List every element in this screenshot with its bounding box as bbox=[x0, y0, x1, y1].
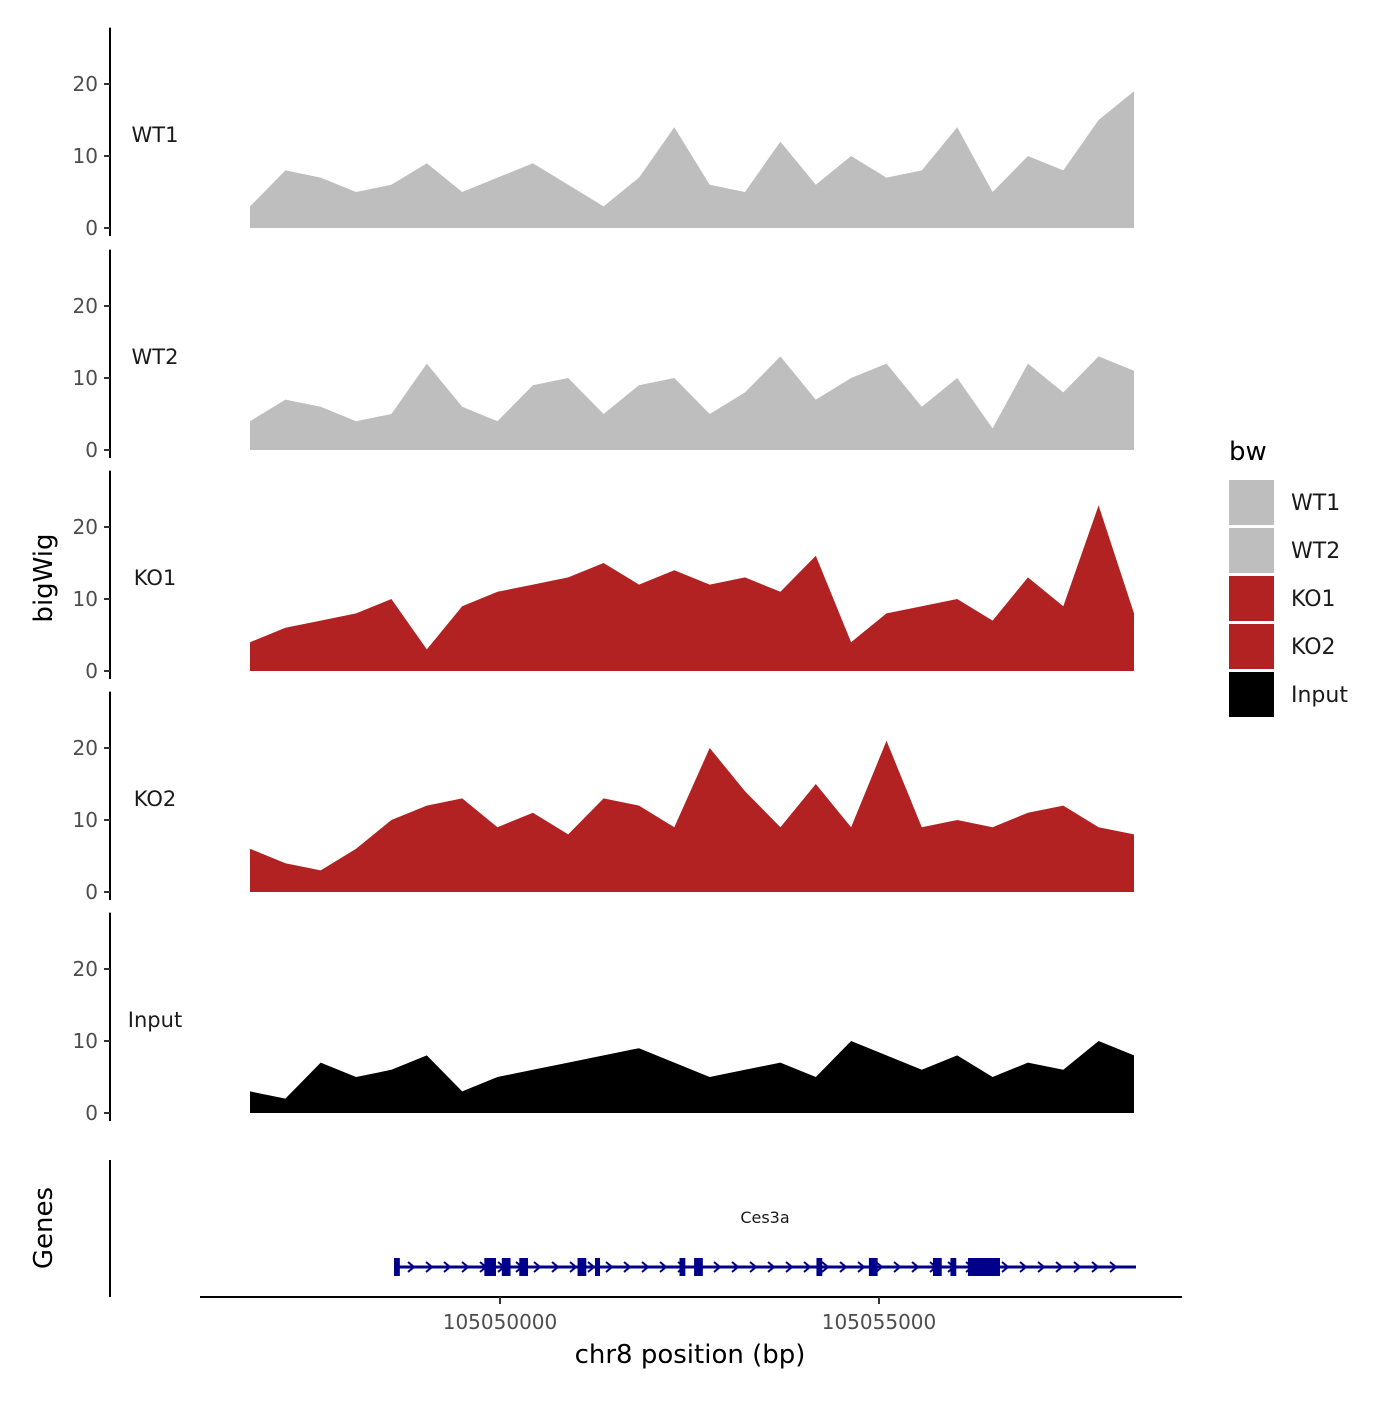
strand-arrow bbox=[443, 1261, 452, 1273]
gene-exon bbox=[394, 1258, 400, 1276]
genes-track-title: Genes bbox=[29, 1187, 59, 1269]
series-area-ko1 bbox=[250, 505, 1134, 671]
strand-arrow bbox=[821, 1261, 830, 1273]
strand-arrow bbox=[857, 1261, 866, 1273]
strand-arrow bbox=[803, 1261, 812, 1273]
strand-arrow bbox=[533, 1261, 542, 1273]
y-axis-title: bigWig bbox=[29, 533, 59, 622]
y-tick-label: 20 bbox=[73, 957, 98, 981]
strand-arrow bbox=[875, 1261, 884, 1273]
gene-exon bbox=[519, 1258, 529, 1276]
strand-arrow bbox=[659, 1261, 668, 1273]
y-tick-label: 10 bbox=[73, 366, 98, 390]
gene-exon bbox=[484, 1258, 496, 1276]
y-tick-label: 0 bbox=[85, 880, 98, 904]
strand-arrow bbox=[641, 1261, 650, 1273]
gene-exon bbox=[694, 1258, 703, 1276]
y-tick-label: 20 bbox=[73, 72, 98, 96]
strand-arrow bbox=[623, 1261, 632, 1273]
strand-arrow bbox=[569, 1261, 578, 1273]
legend-key-ko2 bbox=[1229, 624, 1274, 669]
gene-exon bbox=[868, 1258, 878, 1276]
track-label-wt2: WT2 bbox=[132, 345, 179, 369]
strand-arrow bbox=[1109, 1261, 1118, 1273]
strand-arrow bbox=[1091, 1261, 1100, 1273]
legend-key-input bbox=[1229, 672, 1274, 717]
y-tick-label: 0 bbox=[85, 438, 98, 462]
gene-exon bbox=[679, 1258, 686, 1276]
x-tick-label: 105055000 bbox=[822, 1310, 937, 1334]
strand-arrow bbox=[713, 1261, 722, 1273]
series-area-wt2 bbox=[250, 356, 1134, 450]
y-tick-label: 20 bbox=[73, 294, 98, 318]
y-tick-label: 10 bbox=[73, 1029, 98, 1053]
x-axis-title: chr8 position (bp) bbox=[575, 1340, 806, 1370]
legend-label-ko1: KO1 bbox=[1291, 587, 1336, 612]
strand-arrow bbox=[1037, 1261, 1046, 1273]
strand-arrow bbox=[731, 1261, 740, 1273]
strand-arrow bbox=[1073, 1261, 1082, 1273]
gene-exon bbox=[816, 1258, 823, 1276]
strand-arrow bbox=[911, 1261, 920, 1273]
y-tick-label: 0 bbox=[85, 1101, 98, 1125]
gene-exon bbox=[577, 1258, 587, 1276]
legend-label-ko2: KO2 bbox=[1291, 635, 1336, 660]
y-tick-label: 10 bbox=[73, 808, 98, 832]
track-label-ko2: KO2 bbox=[134, 787, 177, 811]
strand-arrow bbox=[1055, 1261, 1064, 1273]
strand-arrow bbox=[893, 1261, 902, 1273]
y-tick-label: 0 bbox=[85, 216, 98, 240]
track-label-input: Input bbox=[128, 1008, 182, 1032]
y-tick-label: 0 bbox=[85, 659, 98, 683]
strand-arrow bbox=[551, 1261, 560, 1273]
y-tick-label: 10 bbox=[73, 144, 98, 168]
legend-key-wt2 bbox=[1229, 528, 1274, 573]
strand-arrow bbox=[785, 1261, 794, 1273]
gene-exon bbox=[932, 1258, 942, 1276]
legend-title: bw bbox=[1229, 437, 1267, 467]
legend-label-wt2: WT2 bbox=[1291, 539, 1340, 564]
strand-arrow bbox=[839, 1261, 848, 1273]
track-label-ko1: KO1 bbox=[134, 566, 177, 590]
strand-arrow bbox=[461, 1261, 470, 1273]
strand-arrow bbox=[605, 1261, 614, 1273]
gene-label: Ces3a bbox=[740, 1208, 789, 1227]
strand-arrow bbox=[407, 1261, 416, 1273]
legend-label-wt1: WT1 bbox=[1291, 491, 1340, 516]
legend-key-ko1 bbox=[1229, 576, 1274, 621]
legend-key-wt1 bbox=[1229, 480, 1274, 525]
y-tick-label: 20 bbox=[73, 515, 98, 539]
gene-exon bbox=[501, 1258, 511, 1276]
legend-label-input: Input bbox=[1291, 683, 1348, 708]
track-label-wt1: WT1 bbox=[132, 123, 179, 147]
strand-arrow bbox=[767, 1261, 776, 1273]
strand-arrow bbox=[1001, 1261, 1010, 1273]
y-tick-label: 20 bbox=[73, 736, 98, 760]
y-tick-label: 10 bbox=[73, 587, 98, 611]
series-area-ko2 bbox=[250, 740, 1134, 892]
gene-exon bbox=[967, 1258, 1000, 1276]
strand-arrow bbox=[587, 1261, 596, 1273]
strand-arrow bbox=[749, 1261, 758, 1273]
strand-arrow bbox=[425, 1261, 434, 1273]
gene-exon bbox=[950, 1258, 957, 1276]
series-area-input bbox=[250, 1041, 1134, 1113]
strand-arrow bbox=[1019, 1261, 1028, 1273]
x-tick-label: 105050000 bbox=[443, 1310, 558, 1334]
series-area-wt1 bbox=[250, 91, 1134, 228]
gene-exon bbox=[595, 1258, 601, 1276]
